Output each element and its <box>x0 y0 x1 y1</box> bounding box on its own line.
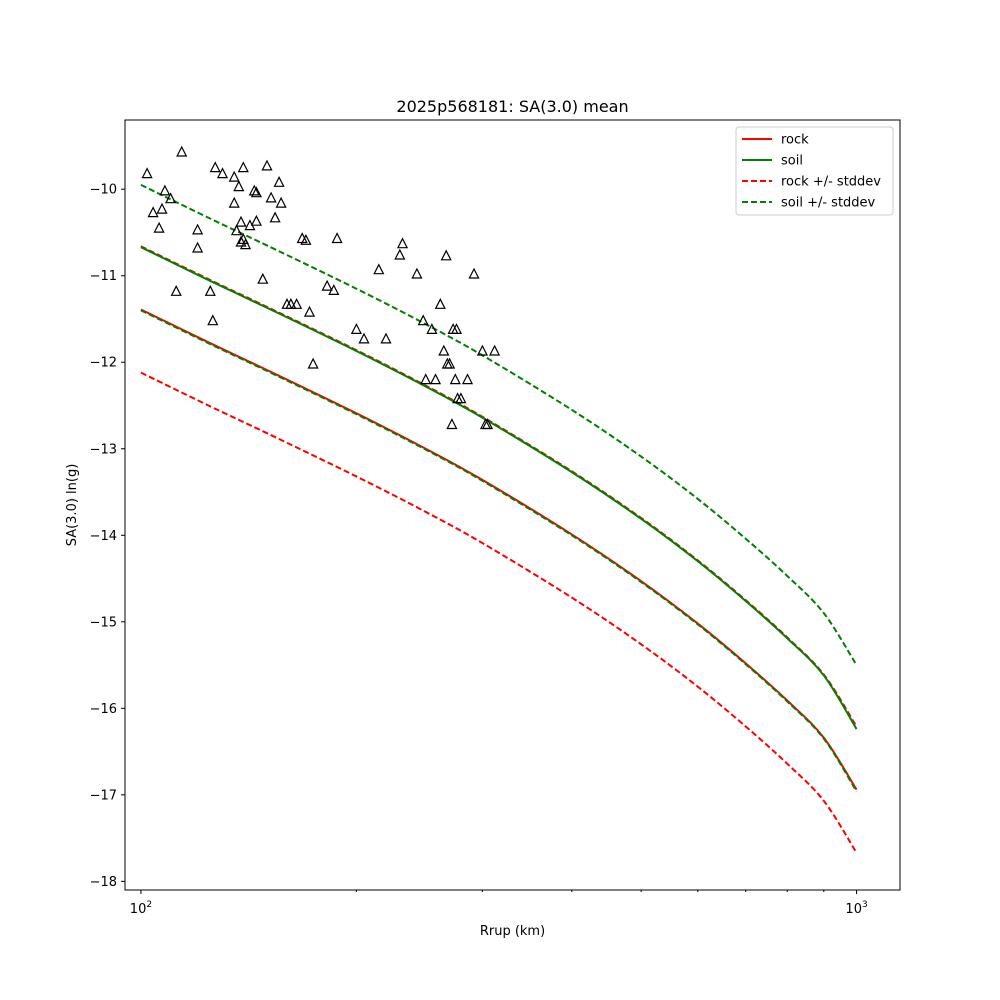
observation-marker <box>481 418 494 430</box>
observation-marker <box>417 314 429 326</box>
y-axis: −10 −11 −12 −13 −14 −15 −16 −17 −18 <box>90 183 125 890</box>
observation-marker <box>269 211 281 223</box>
observation-marker <box>209 161 221 173</box>
observation-marker <box>455 392 467 404</box>
observation-marker <box>468 267 480 279</box>
observation-marker <box>153 221 165 233</box>
observation-marker <box>446 418 458 430</box>
observation-marker <box>440 249 452 261</box>
series-layer <box>140 183 858 854</box>
observation-marker <box>285 297 297 309</box>
observation-marker <box>307 357 319 369</box>
observation-marker <box>248 184 260 196</box>
observation-marker <box>165 192 177 204</box>
y-tick-label: −10 <box>90 183 117 198</box>
observation-marker <box>380 332 392 344</box>
y-axis-label: SA(3.0) ln(g) <box>65 464 80 547</box>
legend-box <box>735 126 894 216</box>
observation-marker <box>261 159 273 171</box>
observation-marker <box>250 186 262 198</box>
observation-layer <box>141 145 501 430</box>
observation-marker <box>156 202 168 214</box>
observation-marker <box>394 248 406 260</box>
observation-marker <box>275 196 287 208</box>
series-line-soil-minus-stddev <box>140 309 858 792</box>
y-tick-label: −13 <box>90 442 117 457</box>
observation-marker <box>265 191 277 203</box>
observation-marker <box>438 344 450 356</box>
legend-label: soil +/- stddev <box>781 196 876 211</box>
observation-marker <box>257 272 269 284</box>
legend-label: rock <box>781 133 809 148</box>
observation-marker <box>321 279 333 291</box>
observation-marker <box>250 214 262 226</box>
observation-marker <box>461 373 474 385</box>
observation-marker <box>358 332 370 344</box>
x-axis: 102 103 <box>130 890 868 917</box>
observation-marker <box>300 233 312 245</box>
y-tick-label: −12 <box>90 356 117 371</box>
observation-marker <box>291 297 303 309</box>
x-tick-label: 102 <box>130 900 152 917</box>
chart-title: 2025p568181: SA(3.0) mean <box>396 97 628 116</box>
observation-marker <box>216 167 229 179</box>
observation-marker <box>228 196 240 208</box>
observation-marker <box>170 284 182 296</box>
x-axis-label: Rrup (km) <box>480 924 545 939</box>
observation-marker <box>237 161 249 173</box>
plot-frame <box>124 119 901 891</box>
y-tick-label: −11 <box>90 269 117 284</box>
x-tick-base: 10 <box>845 902 862 917</box>
observation-marker <box>450 323 463 334</box>
observation-marker <box>476 344 488 356</box>
observation-marker <box>489 344 501 356</box>
observation-marker <box>350 323 362 334</box>
observation-marker <box>331 232 343 244</box>
x-tick-label: 103 <box>845 900 867 917</box>
observation-marker <box>303 305 316 317</box>
observation-marker <box>207 314 219 326</box>
observation-marker <box>192 223 204 235</box>
observation-marker <box>444 357 456 369</box>
observation-marker <box>239 238 252 250</box>
observation-marker <box>449 373 461 385</box>
observation-marker <box>235 235 247 247</box>
observation-marker <box>235 215 247 227</box>
y-tick-label: −15 <box>90 615 117 630</box>
observation-marker <box>230 224 243 236</box>
legend-label: rock +/- stddev <box>781 175 881 190</box>
observation-marker <box>147 206 159 218</box>
x-tick-exponent: 3 <box>862 900 868 910</box>
observation-marker <box>396 237 409 249</box>
observation-marker <box>141 167 153 179</box>
observation-marker <box>204 284 216 296</box>
observation-marker <box>176 145 188 157</box>
series-line-rock-minus-stddev <box>140 371 858 854</box>
observation-marker <box>429 373 442 385</box>
y-tick-label: −18 <box>90 875 117 890</box>
observation-marker <box>273 175 285 187</box>
x-tick-base: 10 <box>130 902 147 917</box>
observation-marker <box>373 263 385 275</box>
observation-marker <box>233 180 245 192</box>
legend-label: soil <box>781 154 803 169</box>
observation-marker <box>434 297 446 309</box>
observation-marker <box>192 241 204 253</box>
observation-marker <box>328 284 340 295</box>
legend: rock soil rock +/- stddev soil +/- stddev <box>735 126 894 216</box>
y-tick-label: −14 <box>90 529 117 544</box>
observation-marker <box>159 184 171 196</box>
y-tick-label: −16 <box>90 702 117 717</box>
observation-marker <box>228 170 240 182</box>
x-tick-exponent: 2 <box>146 900 152 910</box>
series-line-soil-mean <box>140 246 858 730</box>
series-line-soil-plus-stddev <box>140 183 858 666</box>
observation-marker <box>420 373 432 385</box>
observation-marker <box>411 267 423 279</box>
observation-marker <box>426 323 438 334</box>
y-tick-label: −17 <box>90 788 117 803</box>
